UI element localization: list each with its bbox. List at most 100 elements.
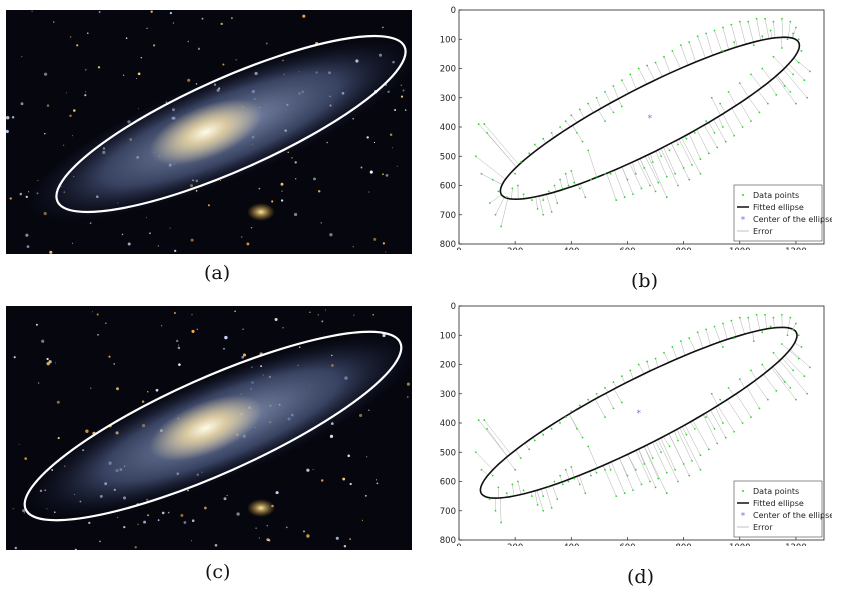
- data-point: [674, 172, 677, 175]
- error-line: [739, 82, 749, 98]
- data-point: [713, 325, 716, 328]
- star: [324, 309, 326, 311]
- error-line: [773, 317, 775, 328]
- data-point: [561, 187, 564, 190]
- star: [402, 89, 405, 92]
- data-point: [786, 334, 789, 337]
- star: [373, 141, 376, 144]
- error-line: [756, 18, 761, 41]
- error-line: [735, 393, 752, 418]
- data-point: [783, 381, 786, 383]
- data-point: [766, 398, 769, 401]
- star: [97, 66, 101, 69]
- star: [37, 382, 40, 384]
- error-line: [630, 370, 634, 380]
- data-point: [679, 340, 682, 342]
- error-line: [722, 323, 728, 340]
- y-tick-label: 200: [440, 361, 456, 371]
- error-line: [781, 343, 790, 351]
- star: [183, 521, 187, 524]
- caption-d: (d): [627, 566, 654, 588]
- data-point: [590, 178, 592, 181]
- error-line: [752, 331, 755, 342]
- data-point: [722, 346, 724, 348]
- star: [49, 250, 53, 254]
- error-line: [663, 352, 670, 363]
- error-line: [710, 409, 726, 438]
- data-point: [612, 407, 615, 410]
- error-line: [757, 90, 769, 104]
- star: [176, 339, 179, 343]
- error-line: [663, 147, 676, 174]
- error-line: [515, 449, 521, 459]
- error-line: [787, 327, 789, 336]
- star: [21, 56, 23, 58]
- star: [178, 344, 179, 346]
- error-line: [763, 374, 777, 391]
- data-point: [809, 366, 811, 369]
- y-tick-label: 800: [440, 240, 456, 250]
- star: [306, 534, 310, 538]
- y-tick-label: 500: [440, 448, 456, 458]
- data-point: [488, 202, 491, 204]
- star: [360, 166, 363, 169]
- star: [321, 320, 324, 323]
- data-point: [505, 196, 508, 199]
- data-point: [696, 331, 699, 334]
- error-line: [489, 194, 502, 204]
- error-line: [722, 27, 729, 50]
- error-line: [658, 149, 662, 157]
- satellite-galaxy: [247, 203, 275, 221]
- star: [306, 468, 310, 472]
- error-line: [776, 75, 791, 93]
- data-point: [755, 17, 758, 20]
- star: [302, 14, 306, 18]
- data-point: [519, 457, 522, 459]
- data-point: [651, 161, 654, 164]
- data-point: [752, 44, 755, 46]
- data-point: [750, 416, 752, 419]
- data-point: [722, 126, 724, 128]
- data-point: [800, 50, 803, 52]
- data-point: [573, 181, 576, 184]
- data-point: [668, 445, 671, 448]
- star: [143, 520, 147, 524]
- error-line: [779, 360, 808, 394]
- data-point: [620, 79, 623, 82]
- error-line: [663, 436, 670, 447]
- legend-entry: Fitted ellipse: [753, 203, 804, 212]
- star: [157, 519, 160, 521]
- data-point: [542, 213, 545, 216]
- star: [121, 233, 124, 236]
- error-line: [689, 338, 696, 352]
- star: [404, 109, 407, 111]
- error-line: [655, 62, 663, 77]
- data-point: [730, 319, 733, 322]
- star: [258, 537, 261, 539]
- data-point: [733, 430, 736, 433]
- error-line: [639, 158, 645, 169]
- data-point: [789, 91, 792, 93]
- star: [223, 497, 227, 501]
- error-line: [674, 430, 679, 441]
- y-tick-label: 0: [451, 6, 456, 16]
- data-point: [769, 29, 772, 32]
- error-line: [638, 448, 656, 488]
- data-point: [578, 187, 581, 190]
- star: [26, 245, 30, 248]
- star: [366, 456, 368, 458]
- error-line: [610, 461, 625, 494]
- error-line: [717, 405, 735, 432]
- data-point: [632, 193, 634, 196]
- star: [98, 10, 101, 13]
- data-point: [797, 334, 800, 337]
- error-line: [569, 413, 583, 438]
- data-point: [634, 468, 637, 471]
- star: [271, 200, 274, 203]
- error-line: [762, 68, 772, 81]
- error-line: [775, 76, 797, 104]
- legend-entry: Error: [753, 523, 773, 532]
- data-point: [550, 210, 553, 213]
- error-line: [554, 185, 557, 192]
- error-line: [655, 358, 659, 368]
